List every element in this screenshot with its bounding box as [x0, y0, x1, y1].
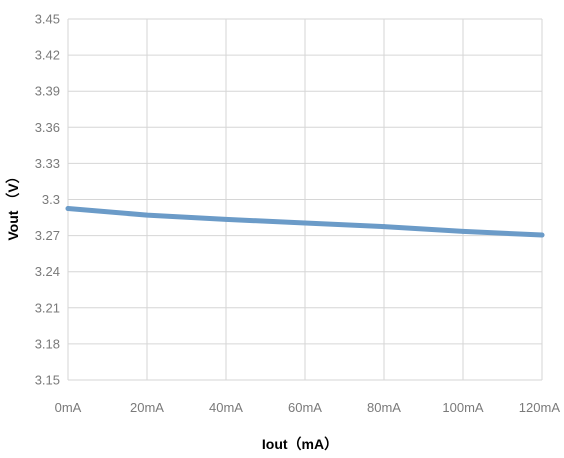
data-point	[539, 232, 545, 238]
y-tick-label: 3.33	[35, 156, 60, 171]
y-tick-label: 3.42	[35, 48, 60, 63]
y-tick-label: 3.45	[35, 12, 60, 27]
y-tick-label: 3.3	[42, 192, 60, 207]
y-tick-label: 3.36	[35, 120, 60, 135]
x-axis-ticks: 0mA 20mA 40mA 60mA 80mA 100mA 120mA	[55, 400, 561, 415]
x-tick-label: 120mA	[519, 400, 561, 415]
grid	[67, 18, 543, 381]
data-point	[381, 224, 387, 229]
x-tick-label: 100mA	[442, 400, 484, 415]
y-axis-title: Vout （V）	[5, 169, 21, 240]
x-tick-label: 0mA	[55, 400, 82, 415]
data-point	[223, 216, 229, 222]
y-tick-label: 3.39	[35, 84, 60, 99]
x-axis-title: Iout（mA）	[262, 436, 338, 452]
x-tick-label: 80mA	[367, 400, 401, 415]
x-tick-label: 20mA	[130, 400, 164, 415]
y-tick-label: 3.15	[35, 373, 60, 388]
data-point	[144, 212, 150, 218]
y-axis-ticks: 3.15 3.18 3.21 3.24 3.27 3.3 3.33 3.36 3.39 3.42 3…	[35, 12, 60, 388]
x-tick-label: 60mA	[288, 400, 322, 415]
data-point	[302, 220, 308, 226]
x-tick-label: 40mA	[209, 400, 243, 415]
y-tick-label: 3.27	[35, 228, 60, 243]
series-layer	[65, 206, 545, 238]
y-tick-label: 3.21	[35, 300, 60, 315]
data-point	[460, 228, 466, 234]
y-tick-label: 3.18	[35, 336, 60, 351]
data-point	[65, 206, 71, 211]
y-tick-label: 3.24	[35, 264, 60, 279]
